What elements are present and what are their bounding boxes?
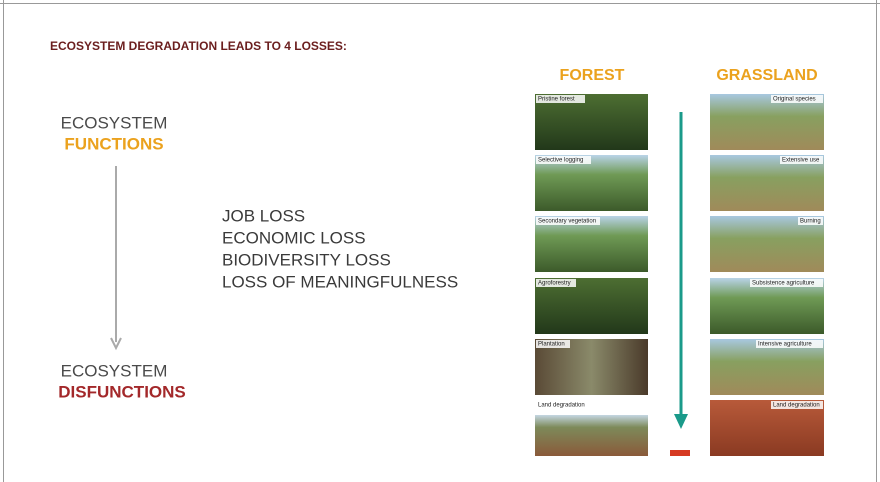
top-highlight: FUNCTIONS — [64, 134, 163, 153]
forest-title: FOREST — [560, 67, 625, 84]
bottom-line: ECOSYSTEM — [61, 361, 168, 380]
marker — [670, 450, 690, 456]
stage-label: Intensive agriculture — [758, 342, 812, 348]
top-line: ECOSYSTEM — [61, 113, 168, 132]
stage-label: Original species — [773, 97, 816, 103]
loss-item: BIODIVERSITY LOSS — [222, 250, 391, 269]
stage-label: Land degradation — [773, 403, 820, 409]
stage-label: Extensive use — [782, 158, 820, 164]
stage-image — [535, 415, 648, 456]
stage-label: Burning — [800, 219, 821, 225]
stage-label: Plantation — [538, 342, 565, 348]
stage-label: Secondary vegetation — [538, 219, 596, 225]
bottom-highlight: DISFUNCTIONS — [58, 382, 186, 401]
degradation-arrow-head — [674, 414, 688, 429]
stage-label: Land degradation — [538, 403, 585, 409]
title: ECOSYSTEM DEGRADATION LEADS TO 4 LOSSES: — [50, 39, 347, 53]
loss-item: ECONOMIC LOSS — [222, 228, 366, 247]
stage-label: Agroforestry — [538, 281, 571, 287]
grassland-title: GRASSLAND — [716, 67, 817, 84]
slide: ECOSYSTEM DEGRADATION LEADS TO 4 LOSSES:… — [0, 0, 880, 482]
loss-item: JOB LOSS — [222, 206, 305, 225]
stage-label: Subsistence agriculture — [752, 281, 815, 287]
stage-label: Selective logging — [538, 158, 583, 164]
stage-label: Pristine forest — [538, 97, 575, 103]
loss-item: LOSS OF MEANINGFULNESS — [222, 272, 458, 291]
